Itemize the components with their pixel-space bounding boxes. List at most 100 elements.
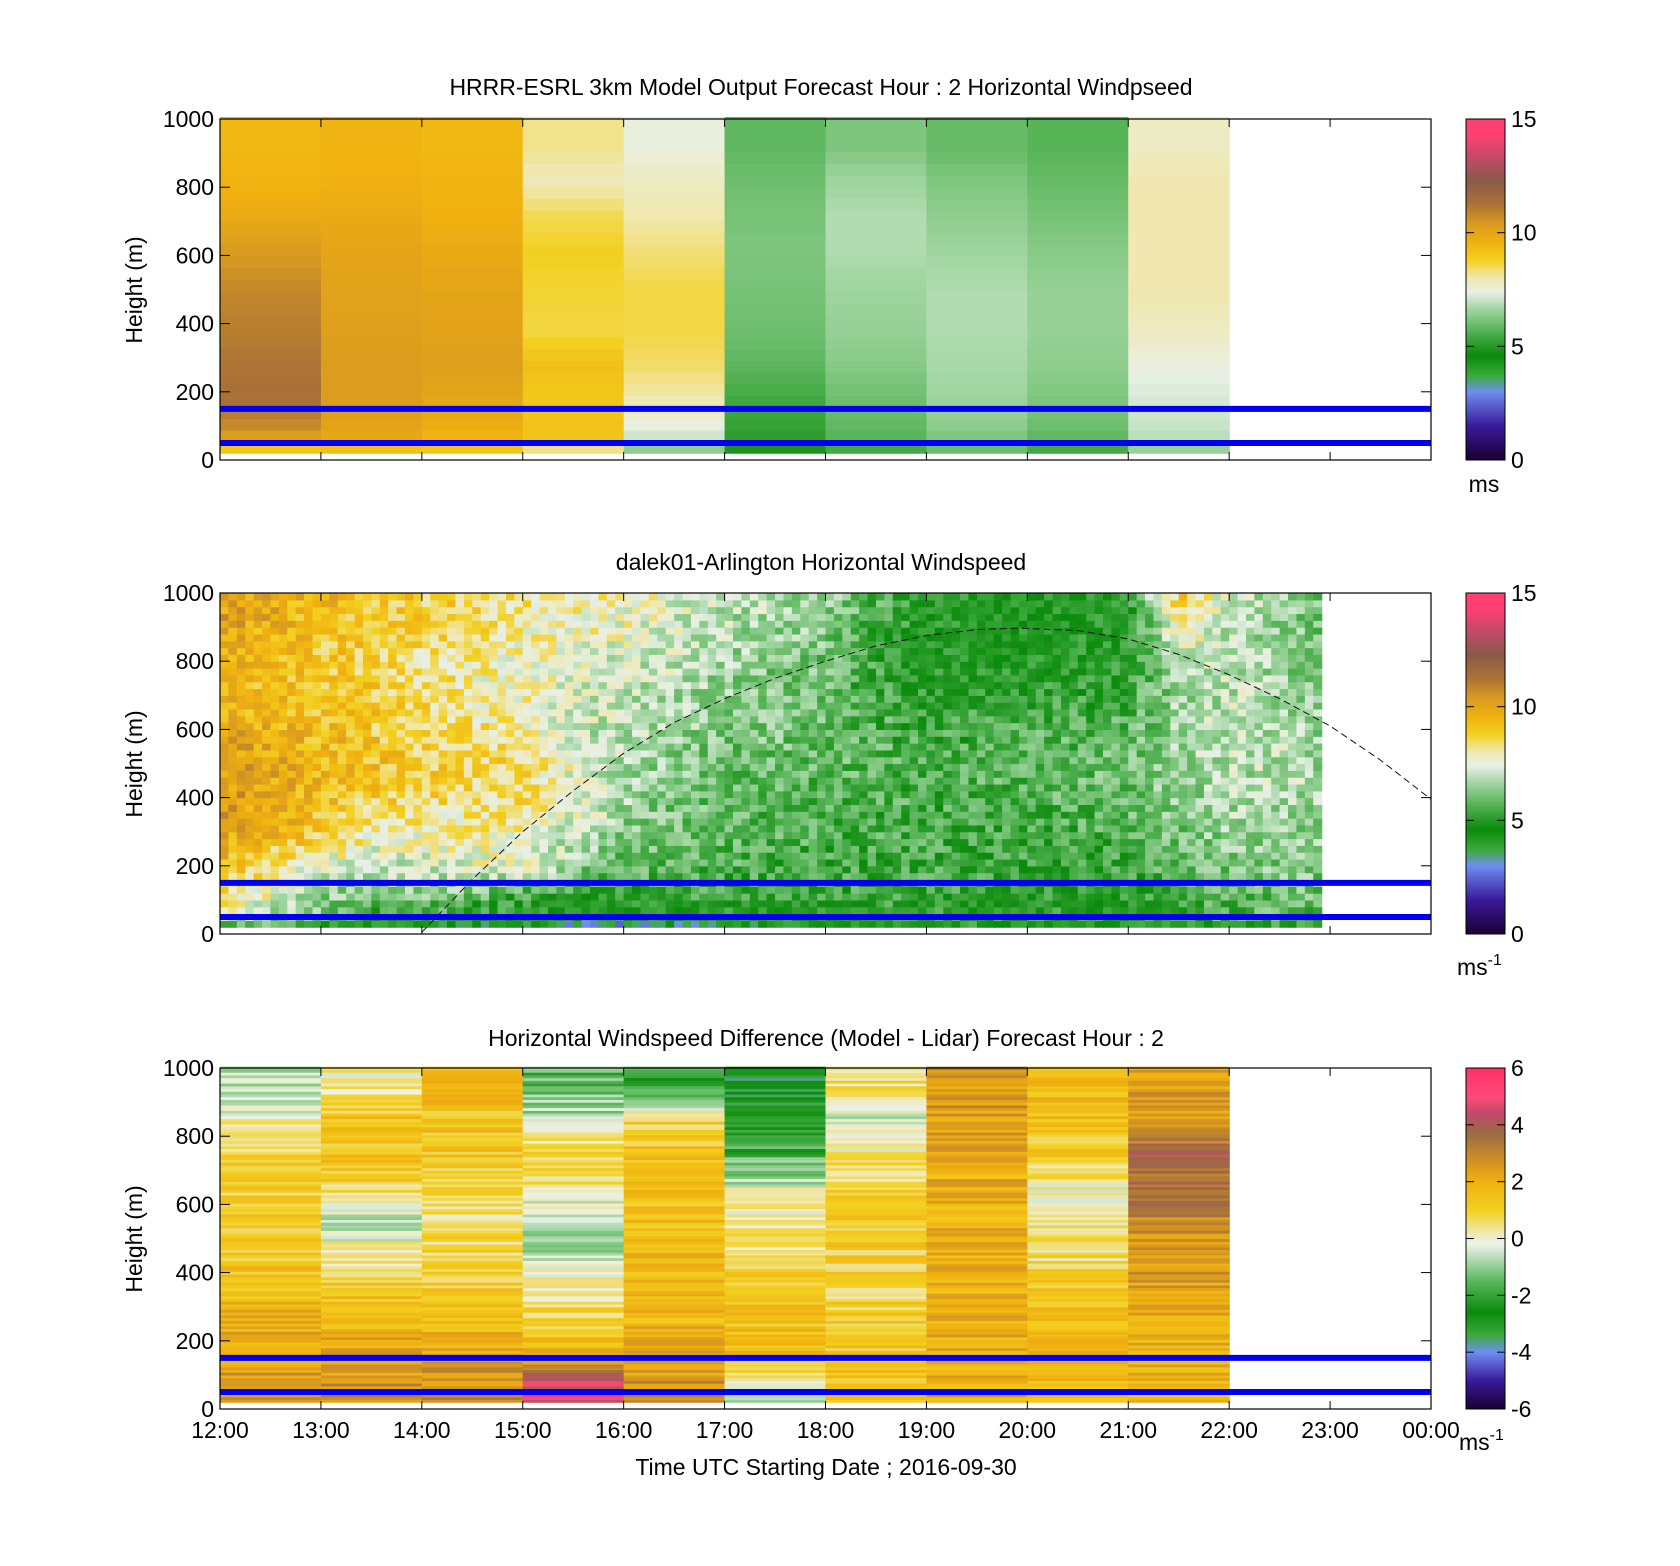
heatmap-cell — [649, 770, 658, 777]
heatmap-cell — [304, 661, 313, 668]
heatmap-cell — [506, 634, 515, 641]
heatmap-cell — [228, 723, 237, 730]
heatmap-cell — [809, 886, 818, 893]
heatmap-cell — [355, 627, 364, 634]
heatmap-cell — [666, 764, 675, 771]
heatmap-cell — [649, 750, 658, 757]
heatmap-cell — [926, 641, 935, 648]
heatmap-cell — [464, 709, 473, 716]
heatmap-cell — [489, 886, 498, 893]
heatmap-cell — [733, 613, 742, 620]
heatmap-cell — [329, 593, 338, 600]
heatmap-cell — [775, 832, 784, 839]
heatmap-cell — [287, 723, 296, 730]
heatmap-cell — [783, 620, 792, 627]
heatmap-cell — [388, 873, 397, 880]
heatmap-cell — [977, 675, 986, 682]
heatmap-cell — [910, 764, 919, 771]
heatmap-cell — [254, 825, 263, 832]
heatmap-cell — [842, 845, 851, 852]
heatmap-cell — [985, 627, 994, 634]
heatmap-cell — [582, 900, 591, 907]
heatmap-cell — [733, 675, 742, 682]
heatmap-cell — [220, 314, 322, 326]
heatmap-cell — [817, 907, 826, 914]
heatmap-cell — [607, 777, 616, 784]
heatmap-cell — [220, 675, 229, 682]
heatmap-cell — [439, 661, 448, 668]
heatmap-cell — [977, 873, 986, 880]
heatmap-cell — [943, 729, 952, 736]
heatmap-cell — [699, 770, 708, 777]
heatmap-cell — [758, 811, 767, 818]
heatmap-cell — [607, 654, 616, 661]
heatmap-cell — [338, 695, 347, 702]
heatmap-cell — [977, 613, 986, 620]
heatmap-cell — [834, 668, 843, 675]
heatmap-cell — [968, 804, 977, 811]
heatmap-cell — [935, 920, 944, 927]
heatmap-cell — [270, 859, 279, 866]
heatmap-cell — [994, 600, 1003, 607]
heatmap-cell — [859, 688, 868, 695]
heatmap-cell — [573, 627, 582, 634]
heatmap-cell — [540, 709, 549, 716]
heatmap-cell — [287, 825, 296, 832]
heatmap-cell — [540, 695, 549, 702]
heatmap-cell — [397, 900, 406, 907]
heatmap-cell — [935, 723, 944, 730]
heatmap-cell — [943, 641, 952, 648]
heatmap-cell — [371, 661, 380, 668]
heatmap-cell — [422, 256, 524, 268]
heatmap-cell — [977, 620, 986, 627]
heatmap-cell — [716, 620, 725, 627]
heatmap-cell — [540, 852, 549, 859]
heatmap-cell — [590, 900, 599, 907]
heatmap-cell — [935, 620, 944, 627]
heatmap-cell — [792, 784, 801, 791]
heatmap-cell — [640, 798, 649, 805]
heatmap-cell — [523, 907, 532, 914]
heatmap-cell — [783, 845, 792, 852]
heatmap-cell — [985, 866, 994, 873]
heatmap-cell — [598, 859, 607, 866]
heatmap-cell — [775, 893, 784, 900]
heatmap-cell — [498, 723, 507, 730]
heatmap-cell — [313, 682, 322, 689]
heatmap-cell — [338, 852, 347, 859]
heatmap-cell — [514, 716, 523, 723]
heatmap-cell — [329, 668, 338, 675]
heatmap-cell — [775, 845, 784, 852]
heatmap-cell — [666, 600, 675, 607]
heatmap-cell — [1002, 886, 1011, 893]
heatmap-cell — [985, 839, 994, 846]
heatmap-cell — [977, 688, 986, 695]
heatmap-cell — [1027, 221, 1129, 233]
heatmap-cell — [506, 873, 515, 880]
heatmap-cell — [632, 743, 641, 750]
heatmap-cell — [893, 804, 902, 811]
heatmap-cell — [649, 743, 658, 750]
heatmap-cell — [565, 648, 574, 655]
heatmap-cell — [792, 791, 801, 798]
heatmap-cell — [346, 620, 355, 627]
heatmap-cell — [447, 668, 456, 675]
heatmap-cell — [918, 845, 927, 852]
heatmap-cell — [556, 784, 565, 791]
heatmap-cell — [817, 729, 826, 736]
heatmap-cell — [506, 777, 515, 784]
heatmap-cell — [388, 729, 397, 736]
heatmap-cell — [716, 791, 725, 798]
heatmap-cell — [498, 873, 507, 880]
heatmap-cell — [935, 764, 944, 771]
heatmap-cell — [926, 695, 935, 702]
heatmap-cell — [245, 607, 254, 614]
heatmap-cell — [893, 886, 902, 893]
heatmap-cell — [439, 709, 448, 716]
heatmap-cell — [741, 798, 750, 805]
heatmap-cell — [321, 900, 330, 907]
heatmap-cell — [540, 791, 549, 798]
heatmap-cell — [910, 757, 919, 764]
heatmap-cell — [363, 627, 372, 634]
heatmap-cell — [809, 907, 818, 914]
